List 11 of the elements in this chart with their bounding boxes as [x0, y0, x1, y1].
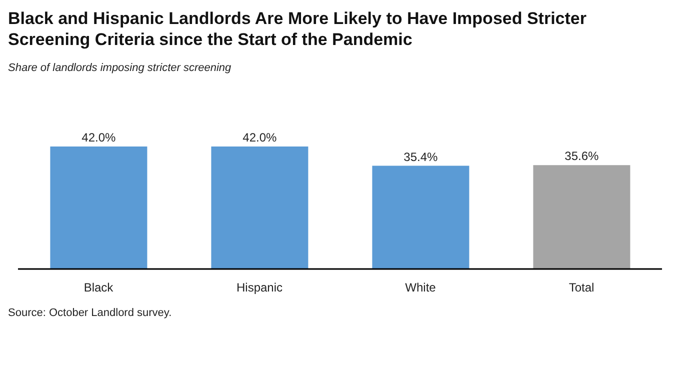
chart-title: Black and Hispanic Landlords Are More Likely to Have Imposed Stricter Screening Criteria since the Start of the Pandemic [8, 8, 588, 50]
data-label: 42.0% [82, 130, 116, 144]
x-tick-label: Hispanic [236, 280, 283, 295]
x-tick-label: Black [84, 280, 114, 295]
source-note: Source: October Landlord survey. [8, 307, 173, 319]
data-label: 42.0% [242, 130, 278, 144]
data-label: 35.6% [564, 149, 600, 164]
data-label: 35.4% [404, 150, 438, 164]
x-tick-label: White [405, 280, 436, 295]
x-tick-label: Total [568, 280, 594, 295]
chart-subtitle: Share of landlords imposing stricter screening [8, 62, 232, 74]
